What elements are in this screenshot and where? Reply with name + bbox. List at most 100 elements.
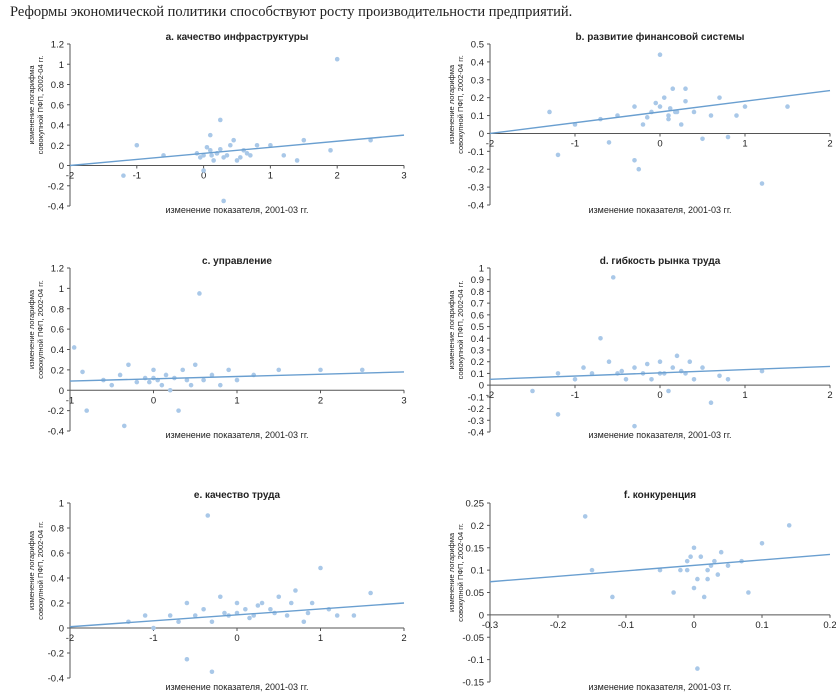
chart-title: f. конкуренция: [624, 490, 696, 501]
data-point: [284, 613, 290, 618]
x-tick-label: 0: [234, 633, 239, 644]
data-point: [695, 576, 700, 582]
data-point: [701, 594, 707, 600]
data-point: [717, 95, 722, 100]
data-point: [109, 382, 115, 388]
data-point: [117, 372, 123, 378]
data-point: [572, 376, 578, 382]
data-point: [211, 158, 216, 163]
data-point: [708, 400, 714, 406]
y-tick-label: 0.9: [471, 275, 484, 286]
y-tick-label: 0.3: [471, 346, 484, 357]
trend-line: [489, 553, 831, 583]
data-point: [623, 376, 629, 382]
data-point: [657, 52, 663, 58]
y-tick-label: 0.4: [471, 334, 484, 345]
data-point: [705, 567, 710, 573]
x-tick-label: 2: [827, 390, 832, 401]
y-tick-label: 0: [479, 610, 484, 621]
data-point: [725, 376, 731, 382]
data-point: [670, 365, 676, 370]
y-tick-label: -0.2: [468, 404, 484, 415]
y-tick-label: 0.3: [471, 75, 484, 86]
data-point: [234, 377, 240, 383]
data-point: [218, 382, 223, 388]
y-axis-label-line-2: совокупной ПФП, 2002-04 гг.: [456, 281, 465, 380]
data-point: [657, 104, 663, 109]
data-point: [530, 388, 535, 394]
data-point: [547, 109, 552, 115]
data-point: [636, 166, 642, 172]
x-axis-label: изменение показателя, 2001-03 гг.: [588, 430, 731, 440]
data-point: [309, 600, 315, 606]
data-point: [71, 345, 77, 350]
data-point: [368, 590, 373, 596]
data-point: [785, 104, 790, 109]
data-point: [244, 151, 250, 156]
y-tick-label: 0.4: [471, 57, 484, 68]
y-axis-label-line-2: совокупной ПФП, 2002-04 гг.: [456, 55, 465, 154]
data-point: [610, 275, 616, 280]
data-point: [151, 375, 156, 381]
data-point: [259, 600, 265, 606]
data-point: [268, 606, 273, 612]
data-point: [674, 353, 680, 359]
x-tick-label: -0.3: [482, 620, 498, 631]
y-tick-label: 1: [59, 499, 64, 510]
x-tick-label: 2: [318, 395, 323, 406]
y-tick-label: 0.6: [471, 310, 484, 321]
chart-panel-3: c. управление -0.4 -0.2 0 0.2 0.4 0.6 0.8 1 1.2 -1…: [27, 256, 407, 440]
y-tick-label: 0.1: [471, 566, 484, 577]
data-point: [684, 558, 690, 564]
data-point: [644, 115, 650, 120]
data-point: [294, 158, 300, 163]
y-tick-label: 0.8: [51, 524, 64, 535]
y-tick-label: 0.6: [51, 549, 64, 560]
y-tick-label: 0: [479, 381, 484, 392]
y-axis-label: изменение логарифмасовокупной ПФП, 2002-…: [27, 280, 45, 379]
data-point: [209, 669, 215, 675]
chart-title: a. качество инфраструктуры: [166, 31, 309, 43]
y-tick-label: 0.8: [51, 304, 64, 315]
data-point: [359, 367, 365, 373]
data-point: [255, 603, 261, 608]
data-point: [671, 590, 676, 595]
x-tick-label: -1: [133, 171, 141, 182]
data-point: [221, 198, 226, 204]
y-tick-label: 0.2: [471, 521, 484, 532]
x-tick-label: 1: [318, 633, 323, 644]
data-point: [718, 549, 724, 555]
data-point: [698, 554, 704, 559]
data-point: [318, 565, 323, 571]
data-point: [151, 367, 156, 373]
data-point: [209, 372, 215, 378]
y-tick-label: -0.2: [48, 406, 64, 417]
data-point: [126, 362, 131, 368]
data-point: [725, 563, 731, 568]
x-axis-label: изменение показателя, 2001-03 гг.: [588, 682, 731, 692]
data-point: [293, 588, 298, 593]
data-point: [759, 368, 765, 374]
x-tick-label: 0.2: [823, 620, 836, 631]
data-point: [555, 152, 561, 158]
chart-panel-6: f. конкуренция -0.15 -0.1 -0.05 0 0.05 0.1 0.15…: [447, 490, 836, 692]
y-axis-label-line-2: совокупной ПФП, 2002-04 гг.: [456, 523, 465, 622]
data-point: [209, 619, 215, 625]
y-axis-label-line-1: изменение логарифма: [447, 64, 456, 144]
y-axis-label-line-1: изменение логарифма: [447, 290, 456, 370]
y-tick-label: -0.4: [48, 202, 64, 213]
data-point: [725, 134, 731, 140]
data-point: [84, 408, 89, 413]
data-point: [734, 113, 739, 118]
y-tick-label: 0.1: [471, 369, 484, 380]
data-point: [201, 377, 206, 383]
x-tick-label: 0.1: [755, 620, 768, 631]
x-tick-label: 0: [201, 171, 206, 182]
data-point: [184, 600, 190, 606]
data-point: [746, 590, 751, 595]
x-axis-label: изменение показателя, 2001-03 гг.: [165, 682, 308, 692]
data-point: [151, 625, 156, 631]
x-tick-label: 1: [742, 138, 747, 149]
y-tick-label: 0: [479, 129, 484, 140]
x-tick-label: -1: [66, 395, 74, 406]
